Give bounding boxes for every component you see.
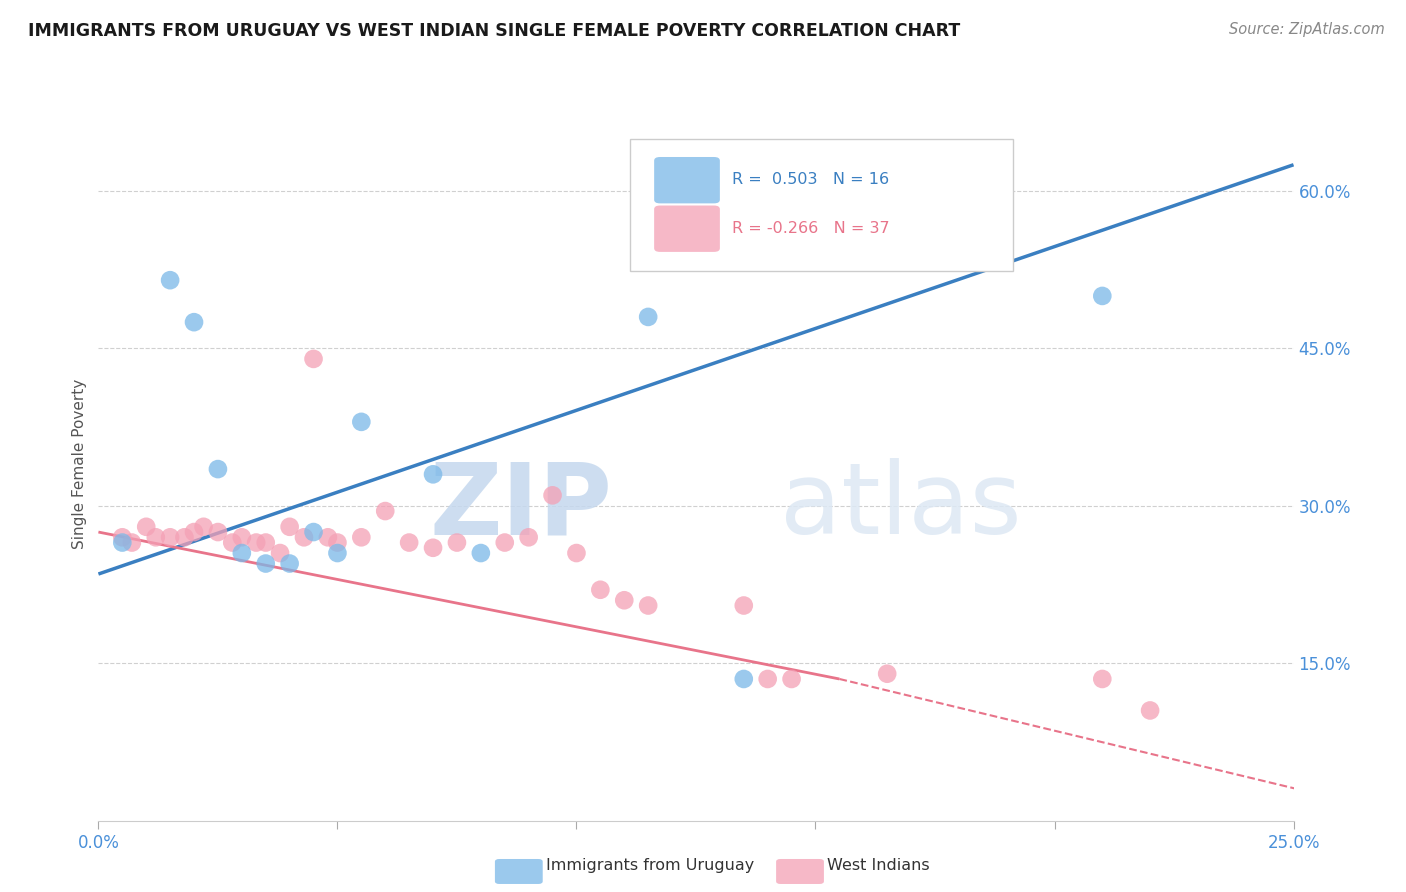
Point (145, 530, 167, 544)
Point (374, 504, 396, 518)
Point (207, 524, 229, 539)
Point (398, 535, 420, 549)
Point (254, 557, 277, 571)
FancyBboxPatch shape (654, 205, 720, 252)
Point (422, 541, 444, 555)
Text: R =  0.503   N = 16: R = 0.503 N = 16 (733, 172, 889, 187)
Point (254, 535, 277, 549)
Text: R = -0.266   N = 37: R = -0.266 N = 37 (733, 221, 890, 235)
Point (326, 546, 349, 560)
Point (193, 520, 215, 534)
Point (756, 672, 779, 686)
Text: West Indians: West Indians (827, 858, 929, 872)
Point (470, 546, 492, 560)
Point (637, 310, 659, 324)
Point (231, 530, 253, 544)
Point (1091, 289, 1114, 303)
Point (637, 599, 659, 613)
Point (302, 351, 325, 366)
Point (780, 672, 803, 686)
Point (278, 557, 301, 571)
FancyBboxPatch shape (630, 139, 1012, 271)
Point (1091, 672, 1114, 686)
Point (350, 530, 373, 544)
Text: Immigrants from Uruguay: Immigrants from Uruguay (546, 858, 754, 872)
Text: atlas: atlas (779, 458, 1021, 555)
Point (207, 462, 229, 476)
Point (517, 530, 540, 544)
Point (111, 535, 134, 549)
Point (565, 546, 588, 560)
Point (183, 315, 205, 329)
Point (292, 530, 315, 544)
Point (221, 535, 243, 549)
Point (589, 582, 612, 597)
Point (269, 546, 291, 560)
Point (422, 467, 444, 482)
Point (326, 535, 349, 549)
Point (1139, 703, 1161, 717)
Y-axis label: Single Female Poverty: Single Female Poverty (72, 379, 87, 549)
Text: ZIP: ZIP (429, 458, 613, 555)
Point (231, 546, 253, 560)
Text: IMMIGRANTS FROM URUGUAY VS WEST INDIAN SINGLE FEMALE POVERTY CORRELATION CHART: IMMIGRANTS FROM URUGUAY VS WEST INDIAN S… (28, 22, 960, 40)
Point (159, 530, 181, 544)
Point (541, 488, 564, 502)
Point (135, 520, 157, 534)
Point (111, 530, 134, 544)
Point (278, 520, 301, 534)
Point (302, 524, 325, 539)
Point (173, 530, 195, 544)
Point (183, 524, 205, 539)
Point (613, 593, 636, 607)
Point (446, 535, 468, 549)
Point (733, 599, 755, 613)
Point (828, 178, 851, 193)
Point (121, 535, 143, 549)
Point (245, 535, 267, 549)
Point (316, 530, 339, 544)
Point (733, 672, 755, 686)
Text: Source: ZipAtlas.com: Source: ZipAtlas.com (1229, 22, 1385, 37)
Point (159, 273, 181, 287)
FancyBboxPatch shape (654, 157, 720, 203)
Point (876, 666, 898, 681)
Point (350, 415, 373, 429)
Point (494, 535, 516, 549)
